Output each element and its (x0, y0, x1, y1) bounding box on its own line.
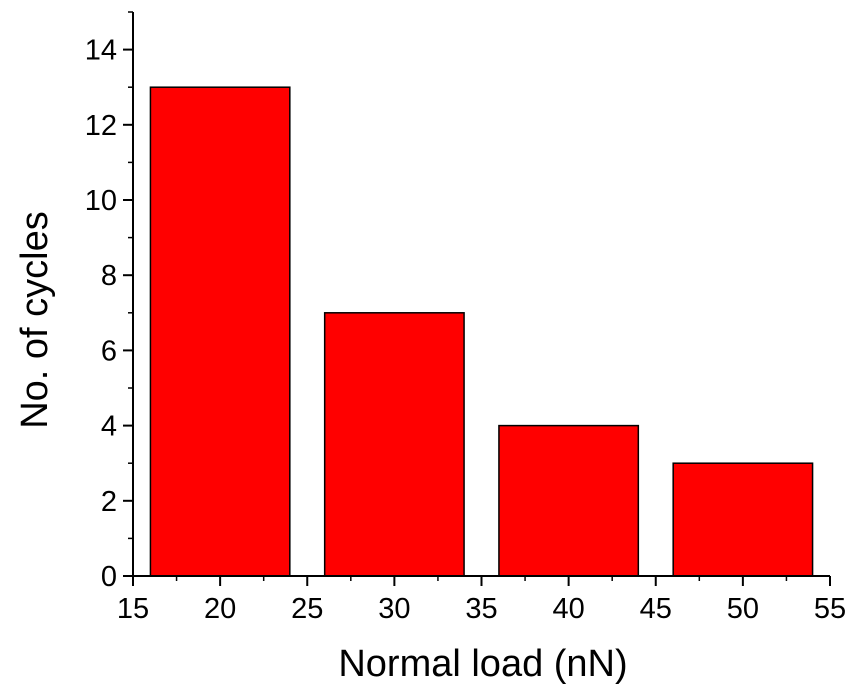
x-tick-label-55: 55 (814, 593, 846, 625)
y-tick-label-10: 10 (85, 185, 117, 217)
y-tick-label-2: 2 (101, 486, 117, 518)
y-tick-label-8: 8 (101, 260, 117, 292)
x-tick-label-30: 30 (378, 593, 410, 625)
x-tick-label-20: 20 (204, 593, 236, 625)
bar-20 (149, 86, 291, 577)
y-tick-label-12: 12 (85, 110, 117, 142)
x-tick-label-40: 40 (552, 593, 584, 625)
x-tick-label-25: 25 (291, 593, 323, 625)
bar-30 (323, 312, 465, 577)
axes-group: 15 20 25 30 35 40 45 50 55 0 2 4 6 8 10 12 14 (85, 11, 846, 625)
bars-group (149, 86, 814, 577)
x-axis-title: Normal load (nN) (338, 643, 627, 685)
y-tick-label-14: 14 (85, 35, 117, 67)
y-tick-label-4: 4 (101, 411, 117, 443)
y-tick-label-0: 0 (101, 561, 117, 593)
y-tick-label-6: 6 (101, 335, 117, 367)
x-tick-label-45: 45 (640, 593, 672, 625)
x-tick-label-50: 50 (727, 593, 759, 625)
y-axis-title: No. of cycles (14, 211, 56, 429)
bar-40 (498, 424, 640, 577)
x-tick-label-15: 15 (117, 593, 149, 625)
x-tick-label-35: 35 (465, 593, 497, 625)
bar-50 (672, 462, 814, 577)
